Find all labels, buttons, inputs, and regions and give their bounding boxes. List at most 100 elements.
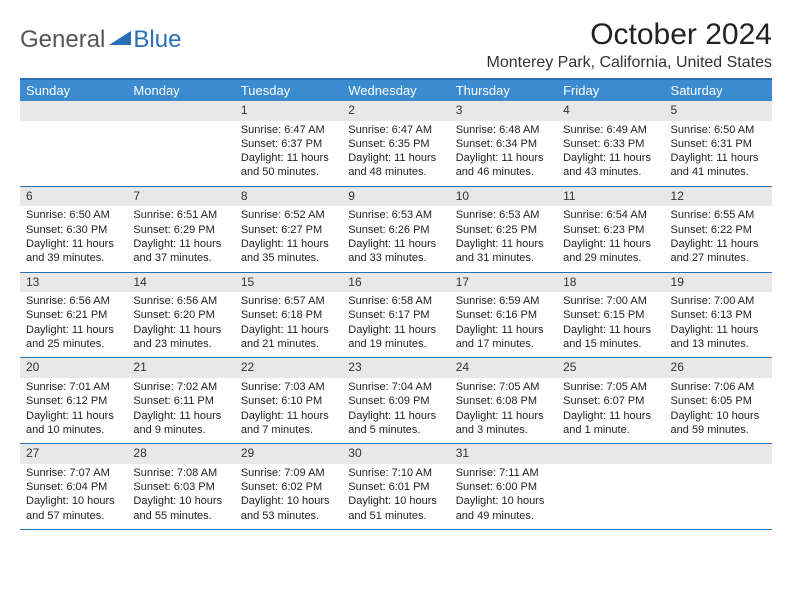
sunrise-text: Sunrise: 6:56 AM [26, 294, 121, 308]
daylight-text: Daylight: 10 hours and 51 minutes. [348, 494, 443, 523]
sunrise-text: Sunrise: 6:47 AM [348, 123, 443, 137]
day-content [665, 464, 772, 522]
sunset-text: Sunset: 6:18 PM [241, 308, 336, 322]
daylight-text: Daylight: 11 hours and 39 minutes. [26, 237, 121, 266]
sunset-text: Sunset: 6:05 PM [671, 394, 766, 408]
day-content: Sunrise: 7:08 AMSunset: 6:03 PMDaylight:… [127, 464, 234, 529]
daylight-text: Daylight: 11 hours and 15 minutes. [563, 323, 658, 352]
sunset-text: Sunset: 6:07 PM [563, 394, 658, 408]
sunrise-text: Sunrise: 6:53 AM [348, 208, 443, 222]
sunrise-text: Sunrise: 6:50 AM [671, 123, 766, 137]
day-number: 5 [665, 101, 772, 121]
daylight-text: Daylight: 11 hours and 46 minutes. [456, 151, 551, 180]
day-number: 7 [127, 187, 234, 207]
day-number: 9 [342, 187, 449, 207]
day-content: Sunrise: 6:53 AMSunset: 6:25 PMDaylight:… [450, 206, 557, 271]
sunrise-text: Sunrise: 6:50 AM [26, 208, 121, 222]
sunset-text: Sunset: 6:00 PM [456, 480, 551, 494]
day-content: Sunrise: 6:47 AMSunset: 6:35 PMDaylight:… [342, 121, 449, 186]
sunset-text: Sunset: 6:09 PM [348, 394, 443, 408]
day-cell-23: 23Sunrise: 7:04 AMSunset: 6:09 PMDayligh… [342, 358, 449, 443]
day-content [557, 464, 664, 522]
sunset-text: Sunset: 6:35 PM [348, 137, 443, 151]
sunset-text: Sunset: 6:16 PM [456, 308, 551, 322]
day-content: Sunrise: 7:07 AMSunset: 6:04 PMDaylight:… [20, 464, 127, 529]
logo: General Blue [20, 26, 181, 54]
day-number [127, 101, 234, 121]
day-number: 21 [127, 358, 234, 378]
day-number: 29 [235, 444, 342, 464]
day-cell-empty [127, 101, 234, 186]
day-number: 28 [127, 444, 234, 464]
day-content: Sunrise: 6:59 AMSunset: 6:16 PMDaylight:… [450, 292, 557, 357]
sunset-text: Sunset: 6:08 PM [456, 394, 551, 408]
day-content: Sunrise: 6:55 AMSunset: 6:22 PMDaylight:… [665, 206, 772, 271]
sunrise-text: Sunrise: 6:56 AM [133, 294, 228, 308]
daylight-text: Daylight: 10 hours and 49 minutes. [456, 494, 551, 523]
day-number: 8 [235, 187, 342, 207]
sunset-text: Sunset: 6:23 PM [563, 223, 658, 237]
day-cell-26: 26Sunrise: 7:06 AMSunset: 6:05 PMDayligh… [665, 358, 772, 443]
weekday-thursday: Thursday [450, 80, 557, 101]
day-number: 2 [342, 101, 449, 121]
sunrise-text: Sunrise: 6:58 AM [348, 294, 443, 308]
daylight-text: Daylight: 11 hours and 29 minutes. [563, 237, 658, 266]
sunset-text: Sunset: 6:29 PM [133, 223, 228, 237]
sunset-text: Sunset: 6:22 PM [671, 223, 766, 237]
day-content: Sunrise: 7:11 AMSunset: 6:00 PMDaylight:… [450, 464, 557, 529]
day-content: Sunrise: 6:54 AMSunset: 6:23 PMDaylight:… [557, 206, 664, 271]
sunset-text: Sunset: 6:26 PM [348, 223, 443, 237]
sunrise-text: Sunrise: 7:03 AM [241, 380, 336, 394]
day-cell-3: 3Sunrise: 6:48 AMSunset: 6:34 PMDaylight… [450, 101, 557, 186]
week-row: 1Sunrise: 6:47 AMSunset: 6:37 PMDaylight… [20, 101, 772, 187]
day-cell-5: 5Sunrise: 6:50 AMSunset: 6:31 PMDaylight… [665, 101, 772, 186]
day-number: 26 [665, 358, 772, 378]
day-cell-7: 7Sunrise: 6:51 AMSunset: 6:29 PMDaylight… [127, 187, 234, 272]
daylight-text: Daylight: 11 hours and 3 minutes. [456, 409, 551, 438]
sunset-text: Sunset: 6:17 PM [348, 308, 443, 322]
day-content: Sunrise: 7:09 AMSunset: 6:02 PMDaylight:… [235, 464, 342, 529]
week-row: 6Sunrise: 6:50 AMSunset: 6:30 PMDaylight… [20, 187, 772, 273]
daylight-text: Daylight: 10 hours and 53 minutes. [241, 494, 336, 523]
sunset-text: Sunset: 6:31 PM [671, 137, 766, 151]
weekday-monday: Monday [127, 80, 234, 101]
day-cell-empty [557, 444, 664, 529]
daylight-text: Daylight: 11 hours and 19 minutes. [348, 323, 443, 352]
daylight-text: Daylight: 11 hours and 9 minutes. [133, 409, 228, 438]
sunset-text: Sunset: 6:01 PM [348, 480, 443, 494]
week-row: 20Sunrise: 7:01 AMSunset: 6:12 PMDayligh… [20, 358, 772, 444]
day-cell-29: 29Sunrise: 7:09 AMSunset: 6:02 PMDayligh… [235, 444, 342, 529]
day-number: 31 [450, 444, 557, 464]
day-cell-empty [20, 101, 127, 186]
daylight-text: Daylight: 11 hours and 25 minutes. [26, 323, 121, 352]
weekday-saturday: Saturday [665, 80, 772, 101]
weekday-sunday: Sunday [20, 80, 127, 101]
sunrise-text: Sunrise: 7:02 AM [133, 380, 228, 394]
day-content: Sunrise: 6:47 AMSunset: 6:37 PMDaylight:… [235, 121, 342, 186]
day-content: Sunrise: 7:10 AMSunset: 6:01 PMDaylight:… [342, 464, 449, 529]
logo-text-general: General [20, 26, 105, 54]
day-cell-9: 9Sunrise: 6:53 AMSunset: 6:26 PMDaylight… [342, 187, 449, 272]
sunset-text: Sunset: 6:20 PM [133, 308, 228, 322]
day-cell-13: 13Sunrise: 6:56 AMSunset: 6:21 PMDayligh… [20, 273, 127, 358]
day-cell-2: 2Sunrise: 6:47 AMSunset: 6:35 PMDaylight… [342, 101, 449, 186]
sunrise-text: Sunrise: 7:09 AM [241, 466, 336, 480]
daylight-text: Daylight: 11 hours and 21 minutes. [241, 323, 336, 352]
sunset-text: Sunset: 6:34 PM [456, 137, 551, 151]
day-number: 1 [235, 101, 342, 121]
sunset-text: Sunset: 6:02 PM [241, 480, 336, 494]
daylight-text: Daylight: 11 hours and 48 minutes. [348, 151, 443, 180]
sunrise-text: Sunrise: 7:11 AM [456, 466, 551, 480]
day-content: Sunrise: 7:05 AMSunset: 6:07 PMDaylight:… [557, 378, 664, 443]
sunset-text: Sunset: 6:25 PM [456, 223, 551, 237]
weekday-wednesday: Wednesday [342, 80, 449, 101]
day-content: Sunrise: 6:51 AMSunset: 6:29 PMDaylight:… [127, 206, 234, 271]
day-cell-25: 25Sunrise: 7:05 AMSunset: 6:07 PMDayligh… [557, 358, 664, 443]
sunrise-text: Sunrise: 7:08 AM [133, 466, 228, 480]
sunset-text: Sunset: 6:03 PM [133, 480, 228, 494]
day-content [127, 121, 234, 179]
day-content: Sunrise: 6:57 AMSunset: 6:18 PMDaylight:… [235, 292, 342, 357]
day-number: 13 [20, 273, 127, 293]
day-number: 19 [665, 273, 772, 293]
sunrise-text: Sunrise: 7:04 AM [348, 380, 443, 394]
